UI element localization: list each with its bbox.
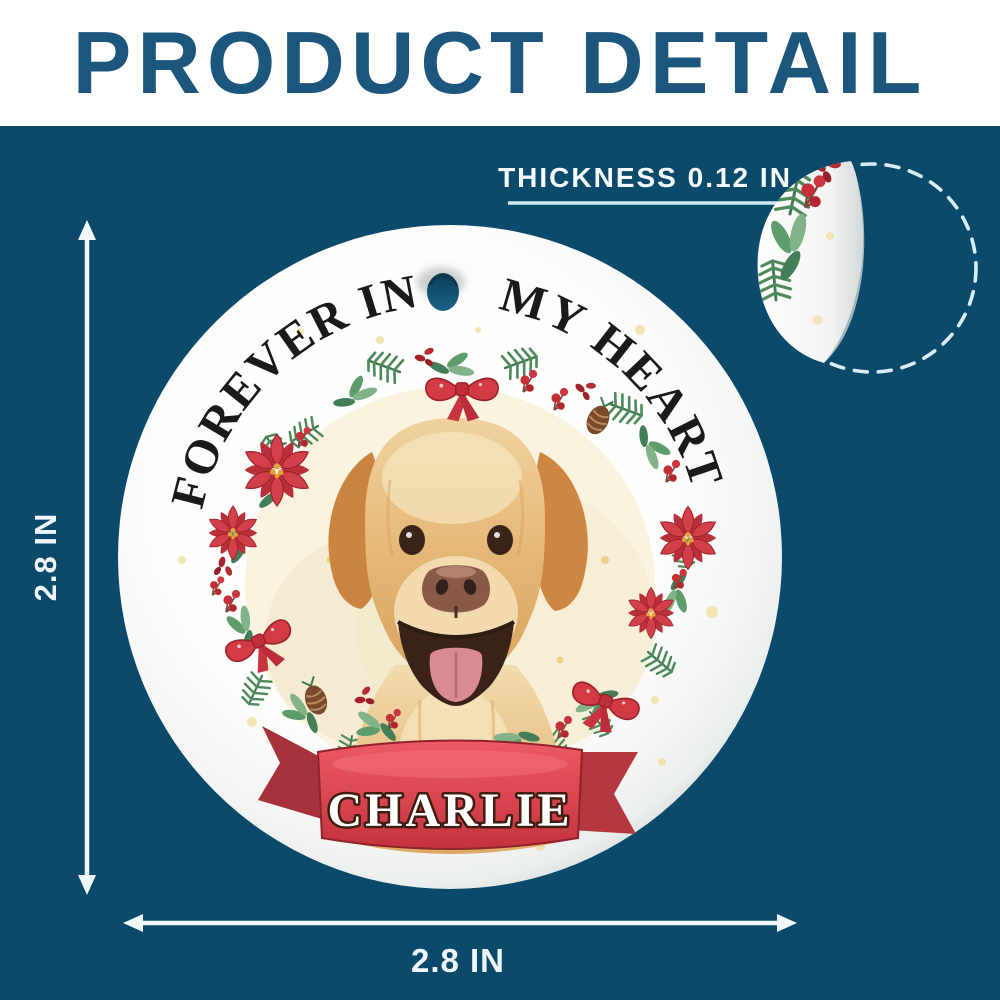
dog-right-ear xyxy=(533,452,588,611)
ornament-edge-zoom xyxy=(757,161,864,363)
height-label: 2.8 IN xyxy=(28,513,63,602)
page-title: PRODUCT DETAIL xyxy=(72,13,928,112)
ornament: CHARLIE FOREVER IN MY HEART xyxy=(118,225,782,889)
dog-nose xyxy=(422,565,490,618)
header-bar: PRODUCT DETAIL xyxy=(0,0,1000,126)
width-label: 2.8 IN xyxy=(411,942,505,979)
horizontal-dimension-arrow-icon xyxy=(123,914,797,932)
thickness-label: THICKNESS 0.12 IN xyxy=(498,162,792,193)
pet-name-text: CHARLIE xyxy=(327,784,572,837)
width-dimension: 2.8 IN xyxy=(123,914,797,979)
product-scene: THICKNESS 0.12 IN 2.8 IN xyxy=(28,161,978,979)
magnifier-dashed-circle-icon xyxy=(757,161,978,374)
thickness-callout: THICKNESS 0.12 IN xyxy=(498,161,978,374)
ribbon-band xyxy=(316,739,584,850)
name-ribbon-banner: CHARLIE xyxy=(258,726,638,850)
vertical-dimension-arrow-icon xyxy=(78,220,96,895)
dog-eyes xyxy=(399,525,513,555)
hanging-hole-icon xyxy=(417,267,465,311)
dog-mouth xyxy=(397,620,515,706)
magnifier-wreath-detail xyxy=(757,161,844,325)
height-dimension: 2.8 IN xyxy=(28,220,96,895)
